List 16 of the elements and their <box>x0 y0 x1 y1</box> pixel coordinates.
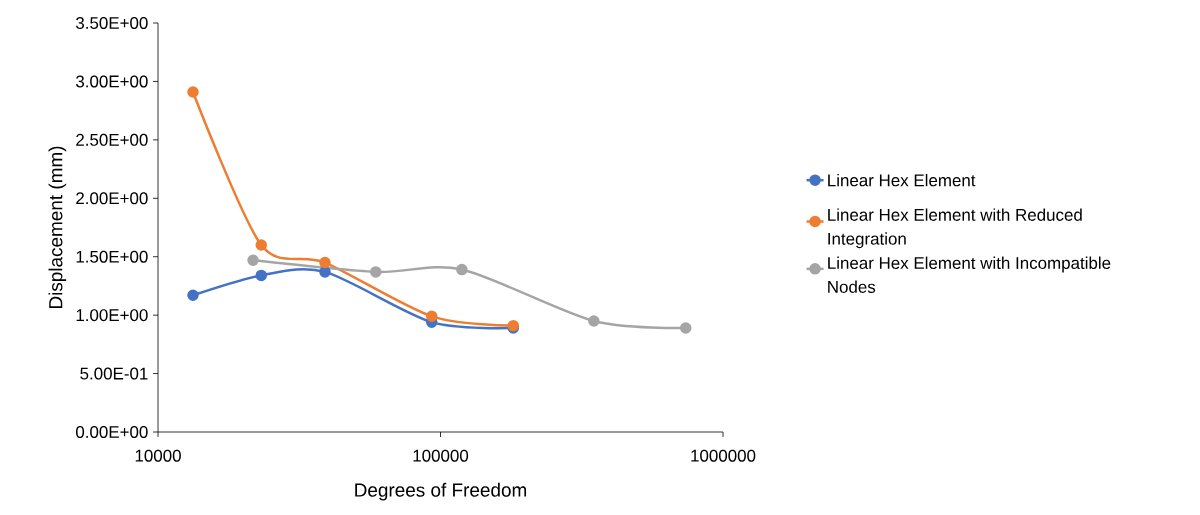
x-tick-label: 100000 <box>413 449 469 462</box>
legend-label: Linear Hex Element with Reduced Integration <box>828 208 1082 249</box>
x-axis-title: Degrees of Freedom <box>355 482 527 501</box>
y-tick-label: 3.50E+00 <box>75 17 148 29</box>
y-tick-label: 2.00E+00 <box>76 192 148 205</box>
legend-label: Linear Hex Element <box>828 173 976 187</box>
x-tick-label: 1000000 <box>691 449 756 462</box>
y-tick-label: 5.00E-01 <box>80 367 148 380</box>
legend-label: Linear Hex Element with Incompatible Nodes <box>828 256 1111 293</box>
y-tick-label: 3.00E+00 <box>75 75 148 88</box>
y-tick-label: 1.00E+00 <box>76 309 148 322</box>
y-tick-label: 1.50E+00 <box>76 250 148 263</box>
y-axis-title: Displacement (mm) <box>48 146 67 308</box>
y-tick-label: 2.50E+00 <box>76 133 148 146</box>
y-tick-label: 0.00E+00 <box>76 426 148 438</box>
x-tick-label: 10000 <box>135 449 181 462</box>
